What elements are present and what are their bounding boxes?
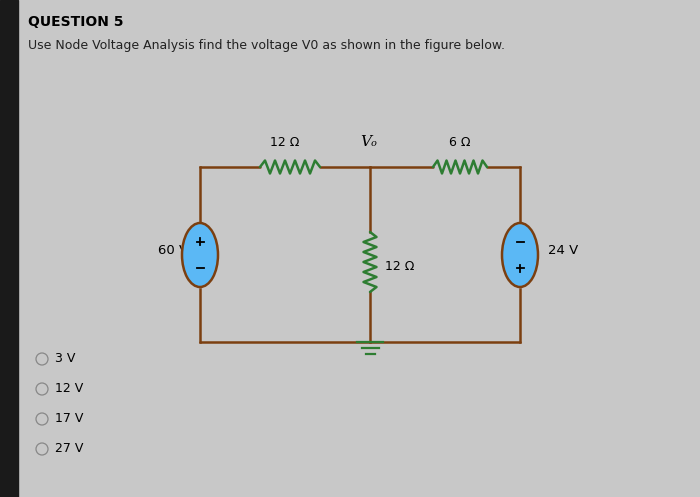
Ellipse shape (502, 223, 538, 287)
Text: 17 V: 17 V (55, 413, 83, 425)
Text: 3 V: 3 V (55, 352, 76, 365)
Text: 12 Ω: 12 Ω (270, 136, 300, 149)
Text: 27 V: 27 V (55, 442, 83, 455)
Ellipse shape (182, 223, 218, 287)
Text: Use Node Voltage Analysis find the voltage V0 as shown in the figure below.: Use Node Voltage Analysis find the volta… (28, 39, 505, 52)
Bar (0, 0, 18, 497)
Text: 24 V: 24 V (548, 244, 578, 256)
Text: 12 Ω: 12 Ω (385, 260, 414, 273)
Text: 12 V: 12 V (55, 383, 83, 396)
Text: 60 V: 60 V (158, 244, 188, 256)
Text: QUESTION 5: QUESTION 5 (28, 15, 123, 29)
Text: 6 Ω: 6 Ω (449, 136, 471, 149)
Text: Vₒ: Vₒ (360, 135, 377, 149)
